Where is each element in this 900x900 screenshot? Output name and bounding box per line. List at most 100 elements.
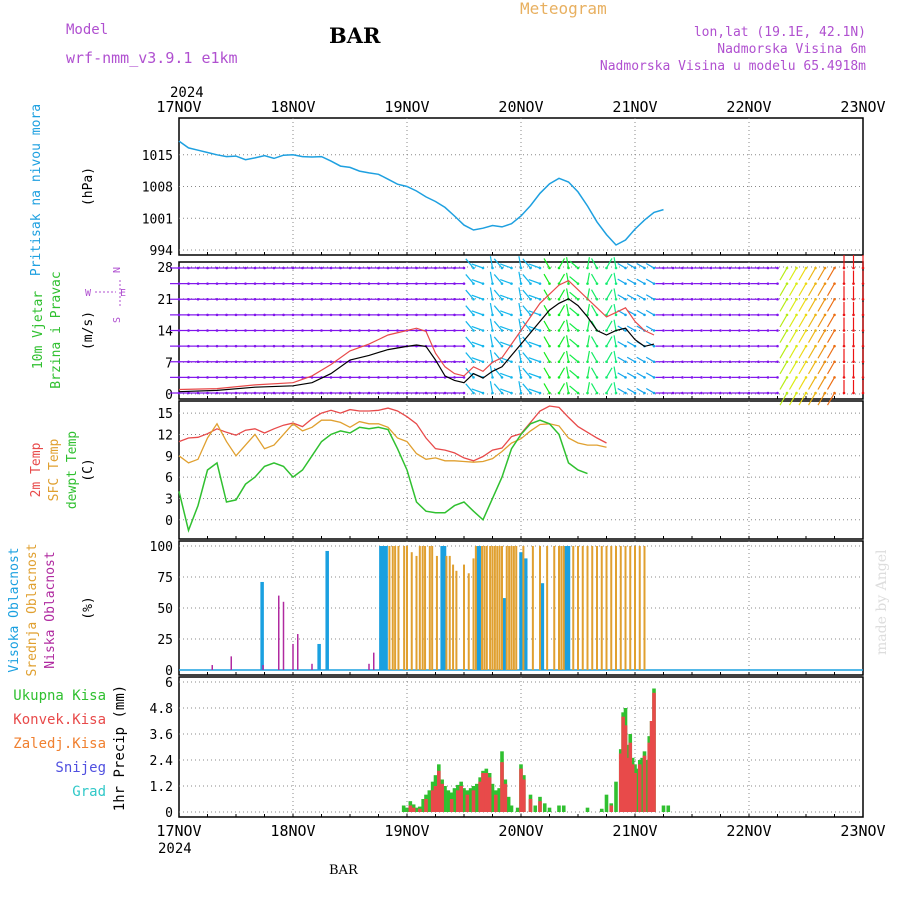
wind-arrow-dot <box>709 376 713 379</box>
wind-arrow-dot <box>719 376 722 379</box>
cloud-bar-1 <box>610 546 613 670</box>
wind-arrow <box>543 351 551 363</box>
wind-arrow-dot <box>605 376 608 379</box>
wind-arrow <box>788 345 798 359</box>
precip-bar-0 <box>497 788 501 812</box>
precip-ytick: 3.6 <box>150 728 173 743</box>
wind-arrow <box>471 341 484 347</box>
precip-bar-0 <box>421 799 425 812</box>
x-label-bottom: 19NOV <box>384 822 429 840</box>
cloud-bar-1 <box>485 546 488 670</box>
pressure-ylabel: Pritisak na nivou mora <box>29 104 44 276</box>
wind-arrow <box>779 392 788 406</box>
wind-arrow-dot <box>263 313 266 317</box>
precip-legend-0: Ukupna Kisa <box>13 688 106 704</box>
wind-arrow <box>613 366 617 378</box>
cloud-ytick: 100 <box>150 540 173 555</box>
wind-arrow-dot <box>842 376 846 379</box>
precip-bar-1 <box>494 794 498 812</box>
watermark: made by Angel <box>874 549 890 655</box>
wind-arrow-dot <box>434 266 437 270</box>
wind-arrow <box>645 262 655 269</box>
wind-arrow <box>522 305 531 316</box>
wind-arrow-dot <box>358 313 361 317</box>
wind-arrow-dot <box>823 329 827 332</box>
wind-arrow-dot <box>291 266 295 270</box>
wind-arrow <box>489 334 494 347</box>
cloud-bar-1 <box>508 546 511 670</box>
wind-arrow-dot <box>215 297 219 301</box>
wind-arrow-dot <box>453 282 456 285</box>
cloud-bar-2 <box>297 634 299 670</box>
wind-arrow <box>543 305 551 316</box>
wind-arrow-dot <box>766 360 770 364</box>
wind-arrow <box>493 258 503 269</box>
precip-bar-0 <box>547 807 552 812</box>
precip-ytick: 1.2 <box>150 780 173 795</box>
wind-arrow-dot <box>776 329 779 332</box>
temp-2m-line <box>178 405 607 462</box>
panels: 994 1001 1008 1015 0 7 14 21 28 0 3 6 9 12 15 0 25 50 75 10… <box>7 98 886 840</box>
wind-arrow <box>807 283 817 297</box>
precip-bar-1 <box>484 773 489 812</box>
wind-arrow <box>543 336 551 347</box>
wind-arrow-dot <box>462 297 466 301</box>
wind-arrow-dot <box>434 391 437 395</box>
wind-arrow-dot <box>396 297 399 301</box>
wind-arrow-dot <box>291 282 295 285</box>
wind-arrow-dot <box>624 376 627 379</box>
wind-arrow-dot <box>434 313 437 317</box>
wind-arrow-dot <box>671 266 675 270</box>
wind-arrow-dot <box>633 329 637 332</box>
wind-arrow <box>626 341 636 347</box>
wind-arrow-dot <box>671 360 675 364</box>
wind-arrow-dot <box>415 360 418 364</box>
wind-arrow <box>543 258 551 269</box>
cloud-bar-0 <box>477 546 481 670</box>
wind-arrow-dot <box>500 329 504 332</box>
wind-arrow-dot <box>586 282 589 285</box>
cloud-bar-2 <box>230 656 232 670</box>
wind-arrow-dot <box>586 266 589 270</box>
wind-arrow-dot <box>405 266 409 270</box>
wind-arrow-dot <box>415 391 418 395</box>
wind-arrow-dot <box>472 360 475 364</box>
wind-arrow-dot <box>785 391 789 395</box>
wind-arrow-dot <box>491 282 494 285</box>
wind-arrow-dot <box>320 360 323 364</box>
wind-arrow <box>558 351 566 363</box>
wind-arrow-dot <box>310 266 314 270</box>
cloud-bar-1 <box>448 555 451 670</box>
wind-arrow <box>558 320 566 331</box>
wind-arrow-dot <box>282 313 285 317</box>
precip-bar-1 <box>538 801 542 812</box>
wind-gust-line <box>178 279 655 391</box>
wind-arrow-dot <box>187 282 190 285</box>
model-altitude-text: Nadmorska Visina u modelu 65.4918m <box>600 59 866 74</box>
cloud-bar-1 <box>581 546 584 670</box>
wind-arrow-dot <box>776 376 779 379</box>
compass-w: W <box>85 288 92 299</box>
wind-arrow <box>807 345 817 359</box>
wind-arrow-dot <box>719 282 722 285</box>
precip-ytick: 6 <box>165 676 173 691</box>
precip-bar-1 <box>528 799 533 812</box>
wind-arrow-dot <box>719 297 722 301</box>
wind-arrow-dot <box>529 391 532 395</box>
wind-arrow <box>569 322 579 331</box>
wind-arrow-dot <box>804 376 808 379</box>
wind-arrow-dot <box>177 313 181 317</box>
wind-arrow <box>565 288 570 300</box>
wind-arrow-dot <box>291 329 295 332</box>
meteogram-title: Meteogram <box>520 0 607 18</box>
x-label-top: 20NOV <box>498 98 543 116</box>
wind-arrow-dot <box>842 266 846 270</box>
wind-arrow-dot <box>196 376 200 379</box>
wind-arrow-dot <box>652 391 656 395</box>
temperature-unit: (C) <box>81 458 96 481</box>
cloud-bar-1 <box>388 546 391 670</box>
wind-arrow-dot <box>814 360 817 364</box>
temperature-ytick: 9 <box>165 450 173 465</box>
wind-arrow-dot <box>215 360 219 364</box>
wind-arrow-dot <box>795 360 798 364</box>
